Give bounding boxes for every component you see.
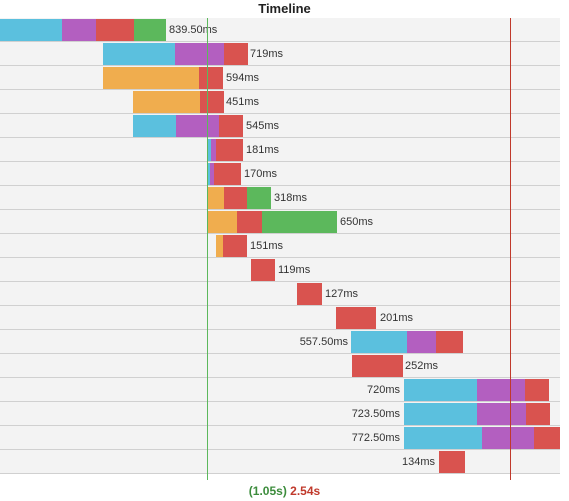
send-segment <box>224 187 247 209</box>
timeline-row[interactable]: 839.50ms <box>0 18 560 42</box>
send-segment <box>251 259 275 281</box>
blocking-segment <box>133 115 176 137</box>
duration-label: 318ms <box>274 192 308 204</box>
timeline-row[interactable]: 151ms <box>0 234 560 258</box>
send-segment <box>96 19 134 41</box>
duration-label: 134ms <box>401 456 435 468</box>
duration-label: 170ms <box>244 168 278 180</box>
blocking-segment <box>404 427 482 449</box>
duration-label: 650ms <box>340 216 374 228</box>
duration-label: 720ms <box>366 384 400 396</box>
receive-segment <box>247 187 271 209</box>
timeline-row[interactable]: 119ms <box>0 258 560 282</box>
blocking-segment <box>207 139 211 161</box>
blocking-segment <box>351 331 407 353</box>
load-time: 2.54s <box>290 484 321 498</box>
connect-segment <box>133 91 200 113</box>
timeline-row[interactable]: 723.50ms <box>0 402 560 426</box>
timeline-row[interactable]: 594ms <box>0 66 560 90</box>
send-segment <box>216 139 243 161</box>
send-segment <box>439 451 465 473</box>
connect-segment <box>216 235 223 257</box>
timeline-row[interactable]: 318ms <box>0 186 560 210</box>
receive-segment <box>262 211 337 233</box>
connect-segment <box>103 67 199 89</box>
duration-label: 252ms <box>405 360 439 372</box>
dns-segment <box>482 427 534 449</box>
send-segment <box>297 283 322 305</box>
send-segment <box>200 91 224 113</box>
duration-label: 557.50ms <box>299 336 348 348</box>
timeline-row[interactable]: 545ms <box>0 114 560 138</box>
dns-segment <box>210 163 214 185</box>
send-segment <box>237 211 262 233</box>
page-load-marker <box>510 18 511 480</box>
duration-label: 151ms <box>250 240 284 252</box>
timeline-title: Timeline <box>258 1 311 16</box>
timeline-row[interactable]: 134ms <box>0 450 560 474</box>
send-segment <box>436 331 463 353</box>
timeline-row[interactable]: 650ms <box>0 210 560 234</box>
duration-label: 723.50ms <box>351 408 400 420</box>
timeline-row[interactable]: 719ms <box>0 42 560 66</box>
timeline-row[interactable]: 451ms <box>0 90 560 114</box>
dns-segment <box>477 403 526 425</box>
duration-label: 201ms <box>380 312 414 324</box>
duration-label: 127ms <box>325 288 359 300</box>
timeline-rows: 839.50ms 719ms 594ms 451ms 545ms 181ms 170ms 31… <box>0 18 560 480</box>
send-segment <box>336 307 376 329</box>
timeline-row[interactable]: 127ms <box>0 282 560 306</box>
blocking-segment <box>404 403 477 425</box>
dns-segment <box>211 139 216 161</box>
send-segment <box>219 115 243 137</box>
timeline-row[interactable]: 252ms <box>0 354 560 378</box>
duration-label: 719ms <box>250 48 284 60</box>
dom-loaded-time: (1.05s) <box>248 484 287 498</box>
dns-segment <box>176 115 219 137</box>
send-segment <box>525 379 549 401</box>
duration-label: 772.50ms <box>351 432 400 444</box>
timeline-row[interactable]: 720ms <box>0 378 560 402</box>
timeline-row[interactable]: 170ms <box>0 162 560 186</box>
timeline-row[interactable]: 181ms <box>0 138 560 162</box>
blocking-segment <box>0 19 62 41</box>
send-segment <box>214 163 241 185</box>
send-segment <box>224 43 248 65</box>
timeline-row[interactable]: 557.50ms <box>0 330 560 354</box>
timeline-row[interactable]: 201ms <box>0 306 560 330</box>
dns-segment <box>477 379 525 401</box>
receive-segment <box>134 19 166 41</box>
dns-segment <box>407 331 436 353</box>
send-segment <box>352 355 403 377</box>
blocking-segment <box>404 379 477 401</box>
send-segment <box>199 67 223 89</box>
send-segment <box>526 403 550 425</box>
connect-segment <box>207 211 237 233</box>
duration-label: 119ms <box>278 264 311 276</box>
dns-segment <box>175 43 224 65</box>
send-segment <box>223 235 247 257</box>
duration-label: 181ms <box>246 144 280 156</box>
connect-segment <box>207 187 224 209</box>
duration-label: 451ms <box>226 96 260 108</box>
duration-label: 545ms <box>246 120 280 132</box>
blocking-segment <box>103 43 175 65</box>
send-segment <box>534 427 560 449</box>
duration-label: 594ms <box>226 72 260 84</box>
timeline-row[interactable]: 772.50ms <box>0 426 560 450</box>
timeline-footer: (1.05s) 2.54s <box>0 484 569 498</box>
dom-content-loaded-marker <box>207 18 208 480</box>
blocking-segment <box>207 163 210 185</box>
dns-segment <box>62 19 96 41</box>
duration-label: 839.50ms <box>169 24 218 36</box>
